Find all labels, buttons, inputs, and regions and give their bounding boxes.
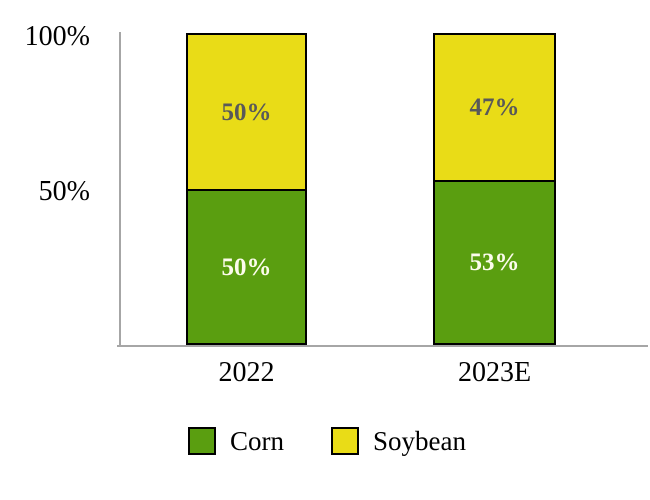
x-axis-label-2023e: 2023E — [457, 357, 532, 388]
bar-segment-corn-2023e: 53% — [435, 179, 554, 343]
corn-swatch-icon — [188, 427, 216, 455]
bar-segment-corn-2022: 50% — [188, 189, 305, 343]
x-axis-line — [117, 345, 648, 347]
legend: Corn Soybean — [188, 427, 466, 455]
y-axis-tick-100: 100% — [24, 21, 90, 52]
bar-segment-label: 50% — [221, 98, 272, 126]
legend-item-soybean: Soybean — [331, 427, 466, 455]
stacked-bar-2022: 50% 50% — [186, 33, 307, 345]
legend-label-corn: Corn — [230, 425, 284, 456]
y-axis-line — [119, 32, 121, 345]
x-axis-label-2022: 2022 — [218, 357, 275, 388]
soybean-swatch-icon — [331, 427, 359, 455]
bar-segment-label: 53% — [469, 248, 520, 276]
bar-segment-soybean-2023e: 47% — [435, 35, 554, 180]
bar-segment-soybean-2022: 50% — [188, 35, 305, 189]
legend-label-soybean: Soybean — [373, 425, 466, 456]
stacked-bar-2023e: 47% 53% — [433, 33, 556, 345]
bar-segment-label: 50% — [221, 253, 272, 281]
y-axis-tick-50: 50% — [38, 176, 90, 207]
bar-segment-label: 47% — [469, 93, 520, 121]
legend-item-corn: Corn — [188, 427, 284, 455]
